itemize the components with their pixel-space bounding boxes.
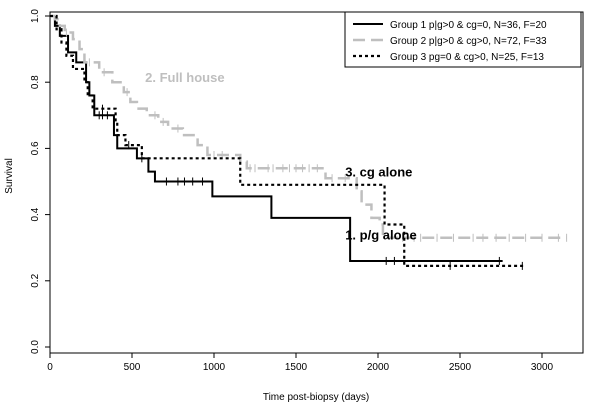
series-layer <box>50 14 568 270</box>
y-tick-label: 0.0 <box>30 340 41 354</box>
x-tick-label: 500 <box>124 362 141 373</box>
legend-label-group-1: Group 1 p|g>0 & cg=0, N=36, F=20 <box>390 20 547 31</box>
legend-label-group-2: Group 2 p|g>0 & cg>0, N=72, F=33 <box>390 36 547 47</box>
y-tick-label: 0.8 <box>30 75 41 89</box>
x-tick-label: 2000 <box>367 362 390 373</box>
x-tick-label: 1000 <box>203 362 226 373</box>
x-tick-label: 2500 <box>449 362 472 373</box>
series-line-group-1 <box>50 15 503 262</box>
x-axis-title: Time post-biopsy (days) <box>263 392 369 403</box>
annotation-label: 2. Full house <box>145 70 224 85</box>
x-tick-label: 3000 <box>531 362 554 373</box>
legend-box <box>344 11 582 68</box>
series-line-group-3 <box>50 14 526 268</box>
x-tick-label: 1500 <box>285 362 308 373</box>
y-axis-title: Survival <box>4 158 15 194</box>
annotation-label: 1. p/g alone <box>345 227 417 242</box>
annotation-label: 3. cg alone <box>345 165 412 180</box>
y-tick-label: 0.6 <box>30 141 41 155</box>
y-tick-label: 1.0 <box>30 9 41 23</box>
plot-frame <box>49 11 584 354</box>
annotation-layer: 2. Full house 3. cg alone 1. p/g alone <box>145 70 417 242</box>
legend: Group 1 p|g>0 & cg=0, N=36, F=20 Group 2 … <box>344 11 582 68</box>
x-tick-label: 0 <box>47 362 53 373</box>
y-tick-label: 0.2 <box>30 273 41 287</box>
y-tick-label: 0.4 <box>30 207 41 221</box>
axes: 0 500 1000 1500 2000 2500 3000 0.0 0.2 0.4 0.6 0.8 1… <box>30 9 584 373</box>
legend-label-group-3: Group 3 pg=0 & cg>0, N=25, F=13 <box>390 52 544 63</box>
